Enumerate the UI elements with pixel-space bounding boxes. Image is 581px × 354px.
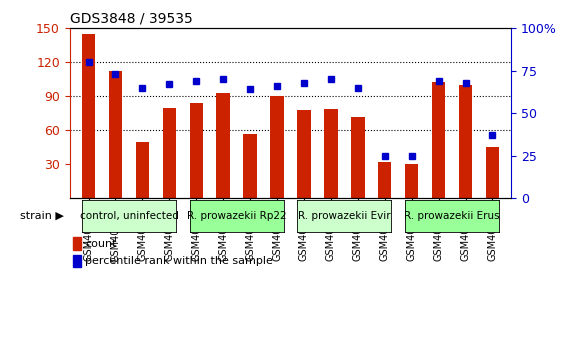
Bar <box>109 72 122 198</box>
Text: control, uninfected: control, uninfected <box>80 211 178 221</box>
Bar <box>405 164 418 198</box>
Bar <box>73 237 81 250</box>
Bar <box>163 108 176 198</box>
Text: count: count <box>85 239 117 249</box>
Bar <box>459 85 472 198</box>
Bar <box>486 147 499 198</box>
Bar <box>270 96 284 198</box>
Bar <box>324 109 338 198</box>
Bar <box>82 34 95 198</box>
Text: R. prowazekii Rp22: R. prowazekii Rp22 <box>187 211 286 221</box>
Text: R. prowazekii Evir: R. prowazekii Evir <box>298 211 390 221</box>
Bar <box>243 134 257 198</box>
Bar <box>432 81 445 198</box>
Text: R. prowazekii Erus: R. prowazekii Erus <box>404 211 500 221</box>
Text: percentile rank within the sample: percentile rank within the sample <box>85 256 273 266</box>
Bar <box>378 162 392 198</box>
Bar <box>297 110 311 198</box>
Text: GDS3848 / 39535: GDS3848 / 39535 <box>70 12 192 26</box>
Bar <box>73 255 81 267</box>
Bar <box>351 117 364 198</box>
Bar <box>136 142 149 198</box>
Text: strain ▶: strain ▶ <box>20 211 64 221</box>
Bar <box>217 93 230 198</box>
Bar <box>189 103 203 198</box>
